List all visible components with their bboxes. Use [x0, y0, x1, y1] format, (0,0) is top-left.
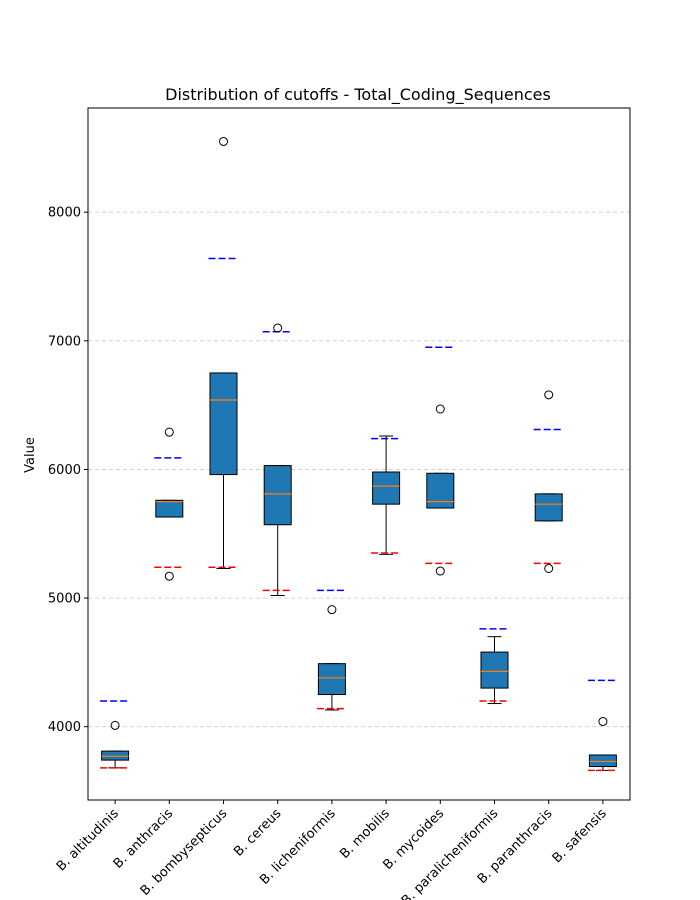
box-body-9 [588, 754, 617, 768]
box-body-0 [101, 750, 130, 761]
box-group-7 [479, 628, 510, 705]
box-body-5 [372, 471, 401, 505]
outlier-9-0 [598, 717, 608, 727]
box-body-6 [426, 472, 455, 509]
y-tick-label-2: 6000 [48, 463, 81, 478]
outlier-6-0 [435, 404, 445, 414]
plot-frame [87, 107, 631, 801]
x-tick-label-3: B. cereus [231, 806, 284, 859]
y-tick-label-3: 7000 [48, 334, 81, 349]
outlier-8-0 [544, 390, 554, 400]
outlier-4-0 [327, 605, 337, 615]
outlier-8-1 [544, 563, 554, 573]
box-group-4 [316, 589, 347, 711]
chart-title: Distribution of cutoffs - Total_Coding_S… [165, 85, 551, 105]
box-group-9 [587, 679, 618, 772]
box-group-3 [262, 323, 293, 596]
box-group-5 [371, 435, 402, 555]
marks-layer [100, 136, 618, 772]
x-tick-label-0: B. altitudinis [54, 806, 122, 874]
box-body-3 [263, 465, 292, 526]
box-group-1 [154, 427, 185, 581]
outlier-1-1 [164, 571, 174, 581]
outlier-3-0 [273, 323, 283, 333]
x-tick-label-5: B. mobilis [337, 806, 393, 862]
y-axis-label: Value [23, 437, 38, 473]
box-body-8 [534, 493, 563, 522]
grid-layer [88, 211, 630, 728]
outlier-6-1 [435, 566, 445, 576]
x-tick-label-9: B. safensis [550, 806, 610, 866]
y-tick-label-1: 5000 [48, 592, 81, 607]
box-group-8 [533, 390, 564, 573]
box-body-2 [209, 372, 238, 476]
box-group-0 [100, 700, 131, 769]
y-tick-label-0: 4000 [48, 720, 81, 735]
box-body-7 [480, 651, 509, 689]
box-group-6 [425, 346, 456, 576]
box-group-2 [208, 136, 239, 569]
outlier-1-0 [164, 427, 174, 437]
outlier-2-0 [219, 136, 228, 146]
box-body-1 [155, 499, 184, 518]
box-body-4 [317, 663, 346, 696]
outlier-0-0 [110, 720, 120, 730]
y-tick-label-4: 8000 [48, 206, 81, 221]
